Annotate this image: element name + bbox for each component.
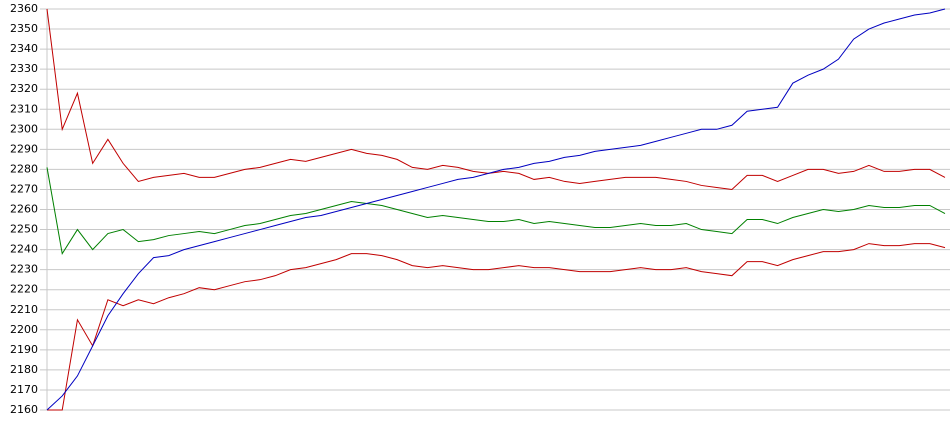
y-tick-label: 2190 [10,343,38,356]
y-tick-label: 2240 [10,243,38,256]
series-line [46,8,946,411]
series-line [46,167,946,255]
y-tick-label: 2270 [10,182,38,195]
y-tick-label: 2310 [10,102,38,115]
y-tick-label: 2230 [10,263,38,276]
y-tick-label: 2250 [10,223,38,236]
y-tick-label: 2290 [10,142,38,155]
y-tick-label: 2200 [10,323,38,336]
y-tick-label: 2340 [10,42,38,55]
y-tick-label: 2330 [10,62,38,75]
y-tick-label: 2350 [10,22,38,35]
y-tick-label: 2280 [10,162,38,175]
y-tick-label: 2360 [10,2,38,15]
y-tick-label: 2300 [10,122,38,135]
y-tick-label: 2160 [10,403,38,416]
y-tick-label: 2260 [10,203,38,216]
series-line [47,243,946,411]
y-tick-label: 2320 [10,82,38,95]
series-line [46,8,946,190]
y-tick-label: 2220 [10,283,38,296]
y-tick-label: 2180 [10,363,38,376]
y-tick-label: 2210 [10,303,38,316]
y-tick-label: 2170 [10,383,38,396]
